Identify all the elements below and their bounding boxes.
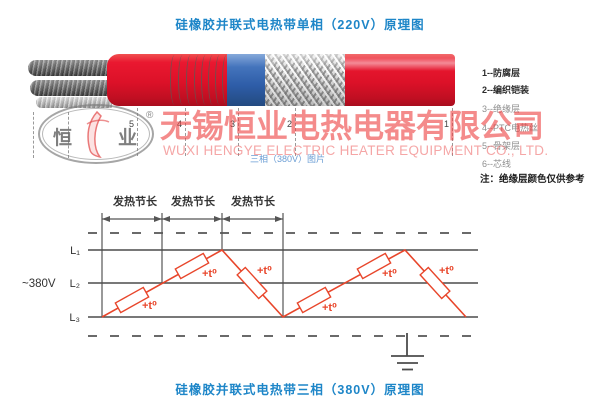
logo-inner-ring: [42, 108, 150, 160]
resistor-icon: [174, 252, 210, 280]
callout-line: [238, 108, 239, 156]
resistor-temp-label: +t⁰: [322, 302, 337, 314]
phase-label-l2: L₂: [70, 278, 80, 290]
voltage-label: ~380V: [22, 278, 56, 290]
registered-mark: ®: [146, 110, 154, 121]
resistor-temp-label: +t⁰: [257, 265, 272, 277]
callout-number-2: 2: [287, 119, 293, 129]
resistor-temp-label: +t⁰: [382, 268, 397, 280]
callout-line: [33, 112, 34, 158]
legend-item-core-wire: 6--芯线: [482, 159, 511, 169]
logo-glyph-icon: [86, 110, 110, 158]
section-length-label: 发热节长: [230, 194, 276, 208]
page-title-three-phase: 硅橡胶并联式电热带三相（380V）原理图: [175, 383, 425, 397]
dimension-arrowheads: [102, 216, 283, 222]
ground-icon: [391, 333, 424, 371]
callout-line: [452, 108, 453, 156]
heating-wire-turn: [215, 55, 224, 105]
cable-braid-armor: [265, 54, 345, 106]
dimension-line: [101, 213, 284, 317]
cable-insulation-layer: [227, 54, 265, 106]
callout-line: [295, 108, 296, 156]
callout-number-5: 5: [129, 119, 135, 129]
core-wire-bottom: [30, 80, 112, 96]
heating-wire-turn: [208, 55, 217, 105]
heating-wire-turn: [170, 55, 179, 105]
legend-item-insulation: 3--绝缘层: [482, 104, 520, 114]
heating-wire-turn: [186, 55, 195, 105]
page-title-single-phase: 硅橡胶并联式电热带单相（220V）原理图: [175, 18, 425, 32]
callout-line: [185, 108, 186, 156]
drain-wire: [36, 97, 112, 108]
heating-wire-turn: [194, 55, 203, 105]
resistor-symbols: [114, 252, 451, 314]
legend-item-skeleton: 5--骨架层: [482, 141, 520, 151]
logo-char-left: 恒: [53, 128, 73, 149]
phase-label-l1: L₁: [70, 245, 80, 257]
cable-outer-jacket: [345, 54, 455, 106]
section-length-label: 发热节长: [170, 194, 216, 208]
core-wire-top: [28, 60, 112, 76]
legend-item-ptc-wire: 4--PTC电热丝: [482, 123, 538, 133]
callout-number-1: 1: [444, 119, 450, 129]
cable-cutaway-illustration: [107, 54, 455, 106]
legend-item-braid-armor: 2--编织铠装: [482, 85, 529, 95]
resistor-icon: [356, 252, 392, 280]
callout-number-3: 3: [230, 119, 236, 129]
callout-number-4: 4: [177, 119, 183, 129]
legend-item-anticorrosion: 1--防腐层: [482, 68, 520, 78]
cable-heating-wire-section: [170, 54, 227, 106]
phase-label-l3: L₃: [69, 312, 80, 324]
resistor-temp-label: +t⁰: [142, 300, 157, 312]
resistor-temp-label: +t⁰: [202, 268, 217, 280]
resistor-icon: [296, 286, 332, 314]
heating-wire-turn: [222, 55, 231, 105]
resistor-icon: [114, 286, 150, 314]
resistor-icon: [236, 266, 268, 300]
resistor-temp-label: +t⁰: [439, 265, 454, 277]
callout-line: [137, 108, 138, 156]
section-length-label: 发热节长: [112, 194, 158, 208]
three-phase-circuit-diagram: 发热节长 发热节长 发热节长 L₁ L₂ L₃ ~380V: [22, 194, 478, 371]
heating-wire-turn: [201, 55, 210, 105]
watermark-caption: 三相（380V）图片: [250, 154, 326, 164]
heating-wire-turn: [178, 55, 187, 105]
resistor-icon: [419, 266, 451, 300]
legend-note: 注：绝缘层颜色仅供参考: [480, 174, 585, 185]
logo-char-right: 业: [117, 128, 137, 149]
callout-line: [68, 112, 69, 158]
